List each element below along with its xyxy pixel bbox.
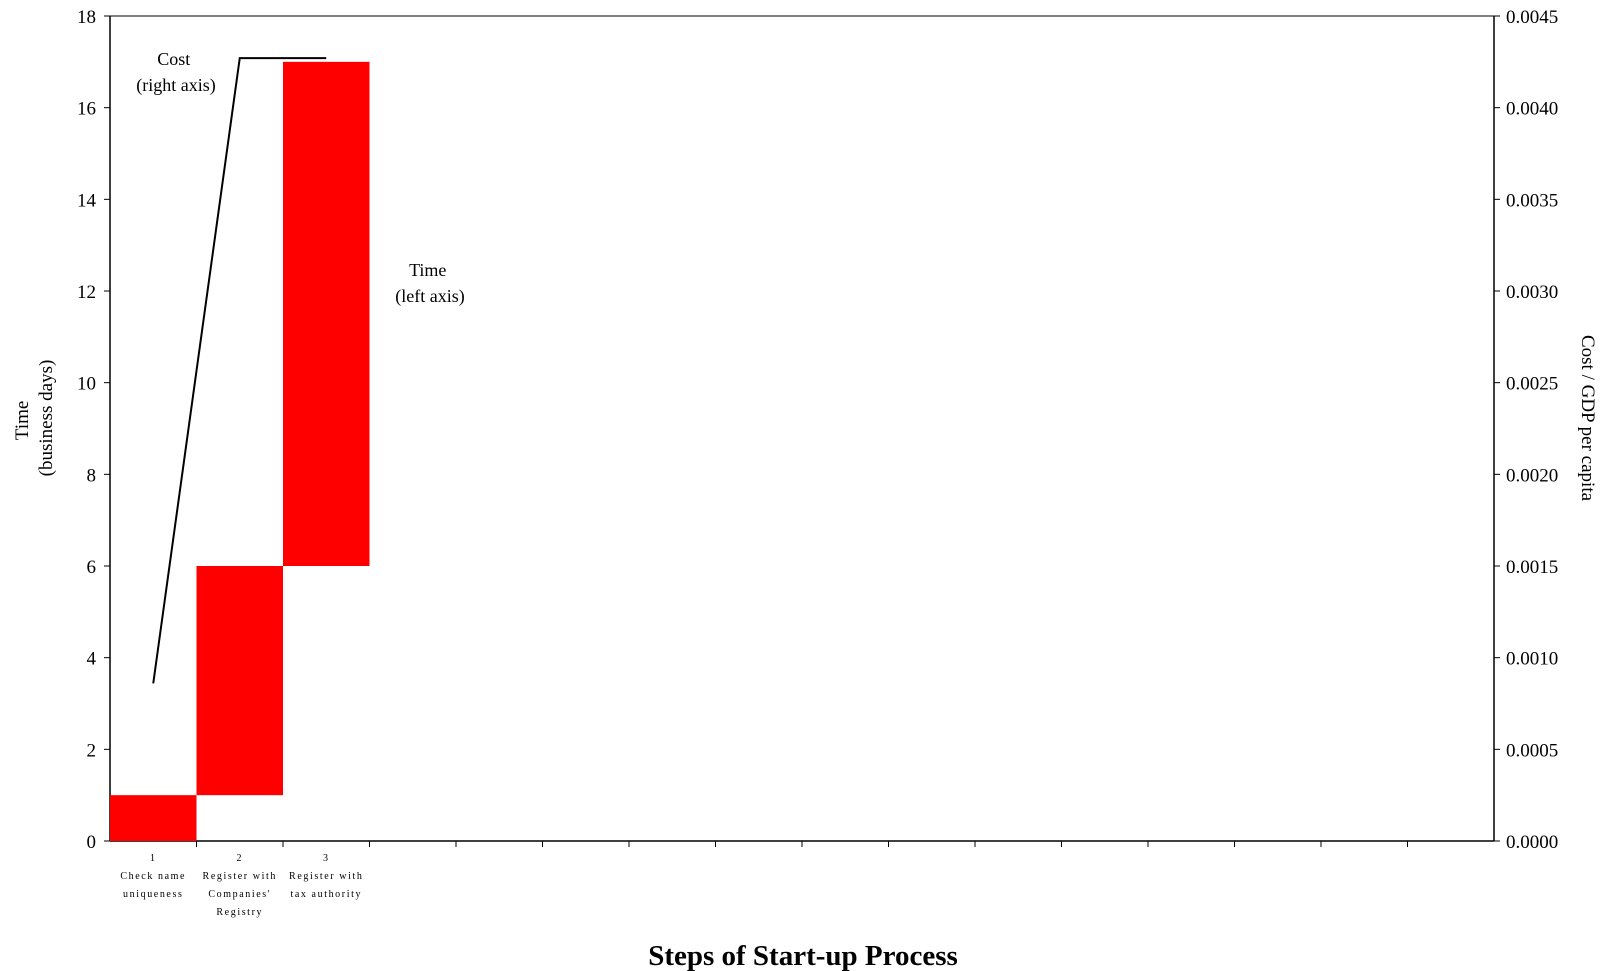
left-tick-label: 10 xyxy=(77,374,96,395)
chart-title: Steps of Start-up Process xyxy=(648,940,958,971)
left-axis-ticks: 0 2 4 6 8 10 12 14 16 18 xyxy=(77,7,110,853)
category-label-step-1: 1 Check name uniqueness xyxy=(120,853,186,900)
left-tick-label: 4 xyxy=(87,649,97,670)
left-tick-label: 8 xyxy=(87,465,97,486)
category-labels: 1 Check name uniqueness 2 Register with Compa… xyxy=(120,853,363,918)
left-tick-label: 16 xyxy=(77,99,96,120)
right-tick-label: 0.0045 xyxy=(1506,7,1558,28)
x-axis-ticks xyxy=(196,841,1408,847)
cost-line xyxy=(152,57,327,684)
right-tick-label: 0.0035 xyxy=(1506,190,1558,211)
category-text-line: Companies' xyxy=(208,889,271,900)
cost-line-group xyxy=(152,57,327,684)
time-bar-step-2 xyxy=(196,566,283,796)
right-tick-label: 0.0030 xyxy=(1506,282,1558,303)
category-label-step-3: 3 Register with tax authority xyxy=(289,853,363,900)
right-axis-title: Cost / GDP per capita xyxy=(1577,335,1598,502)
time-annotation: Time (left axis) xyxy=(395,260,464,307)
left-tick-label: 2 xyxy=(87,740,97,761)
category-number: 3 xyxy=(323,853,330,864)
left-tick-label: 6 xyxy=(87,557,97,578)
left-tick-label: 12 xyxy=(77,282,96,303)
right-tick-label: 0.0020 xyxy=(1506,465,1558,486)
time-bar-step-3 xyxy=(283,61,370,566)
category-text-line: tax authority xyxy=(290,889,362,900)
right-tick-label: 0.0010 xyxy=(1506,649,1558,670)
category-text-line: Register with xyxy=(203,871,277,882)
left-tick-label: 14 xyxy=(77,190,97,211)
category-text-line: Register with xyxy=(289,871,363,882)
left-tick-label: 0 xyxy=(87,832,97,853)
category-text-line: Check name xyxy=(120,871,186,882)
right-tick-label: 0.0040 xyxy=(1506,99,1558,120)
category-label-step-2: 2 Register with Companies' Registry xyxy=(203,853,277,918)
category-text-line: Registry xyxy=(216,907,263,918)
time-bar-step-1 xyxy=(110,795,197,841)
right-tick-label: 0.0015 xyxy=(1506,557,1558,578)
category-text-line: uniqueness xyxy=(123,889,183,900)
cost-annotation: Cost (right axis) xyxy=(136,49,215,96)
category-number: 1 xyxy=(150,853,157,864)
left-tick-label: 18 xyxy=(77,7,96,28)
right-axis-ticks: 0.0000 0.0005 0.0010 0.0015 0.0020 0.0025 0.00… xyxy=(1494,7,1558,853)
right-tick-label: 0.0005 xyxy=(1506,740,1558,761)
right-tick-label: 0.0000 xyxy=(1506,832,1558,853)
category-number: 2 xyxy=(236,853,243,864)
left-axis-title: Time (business days) xyxy=(12,360,57,477)
time-bars xyxy=(110,61,370,841)
right-tick-label: 0.0025 xyxy=(1506,374,1558,395)
